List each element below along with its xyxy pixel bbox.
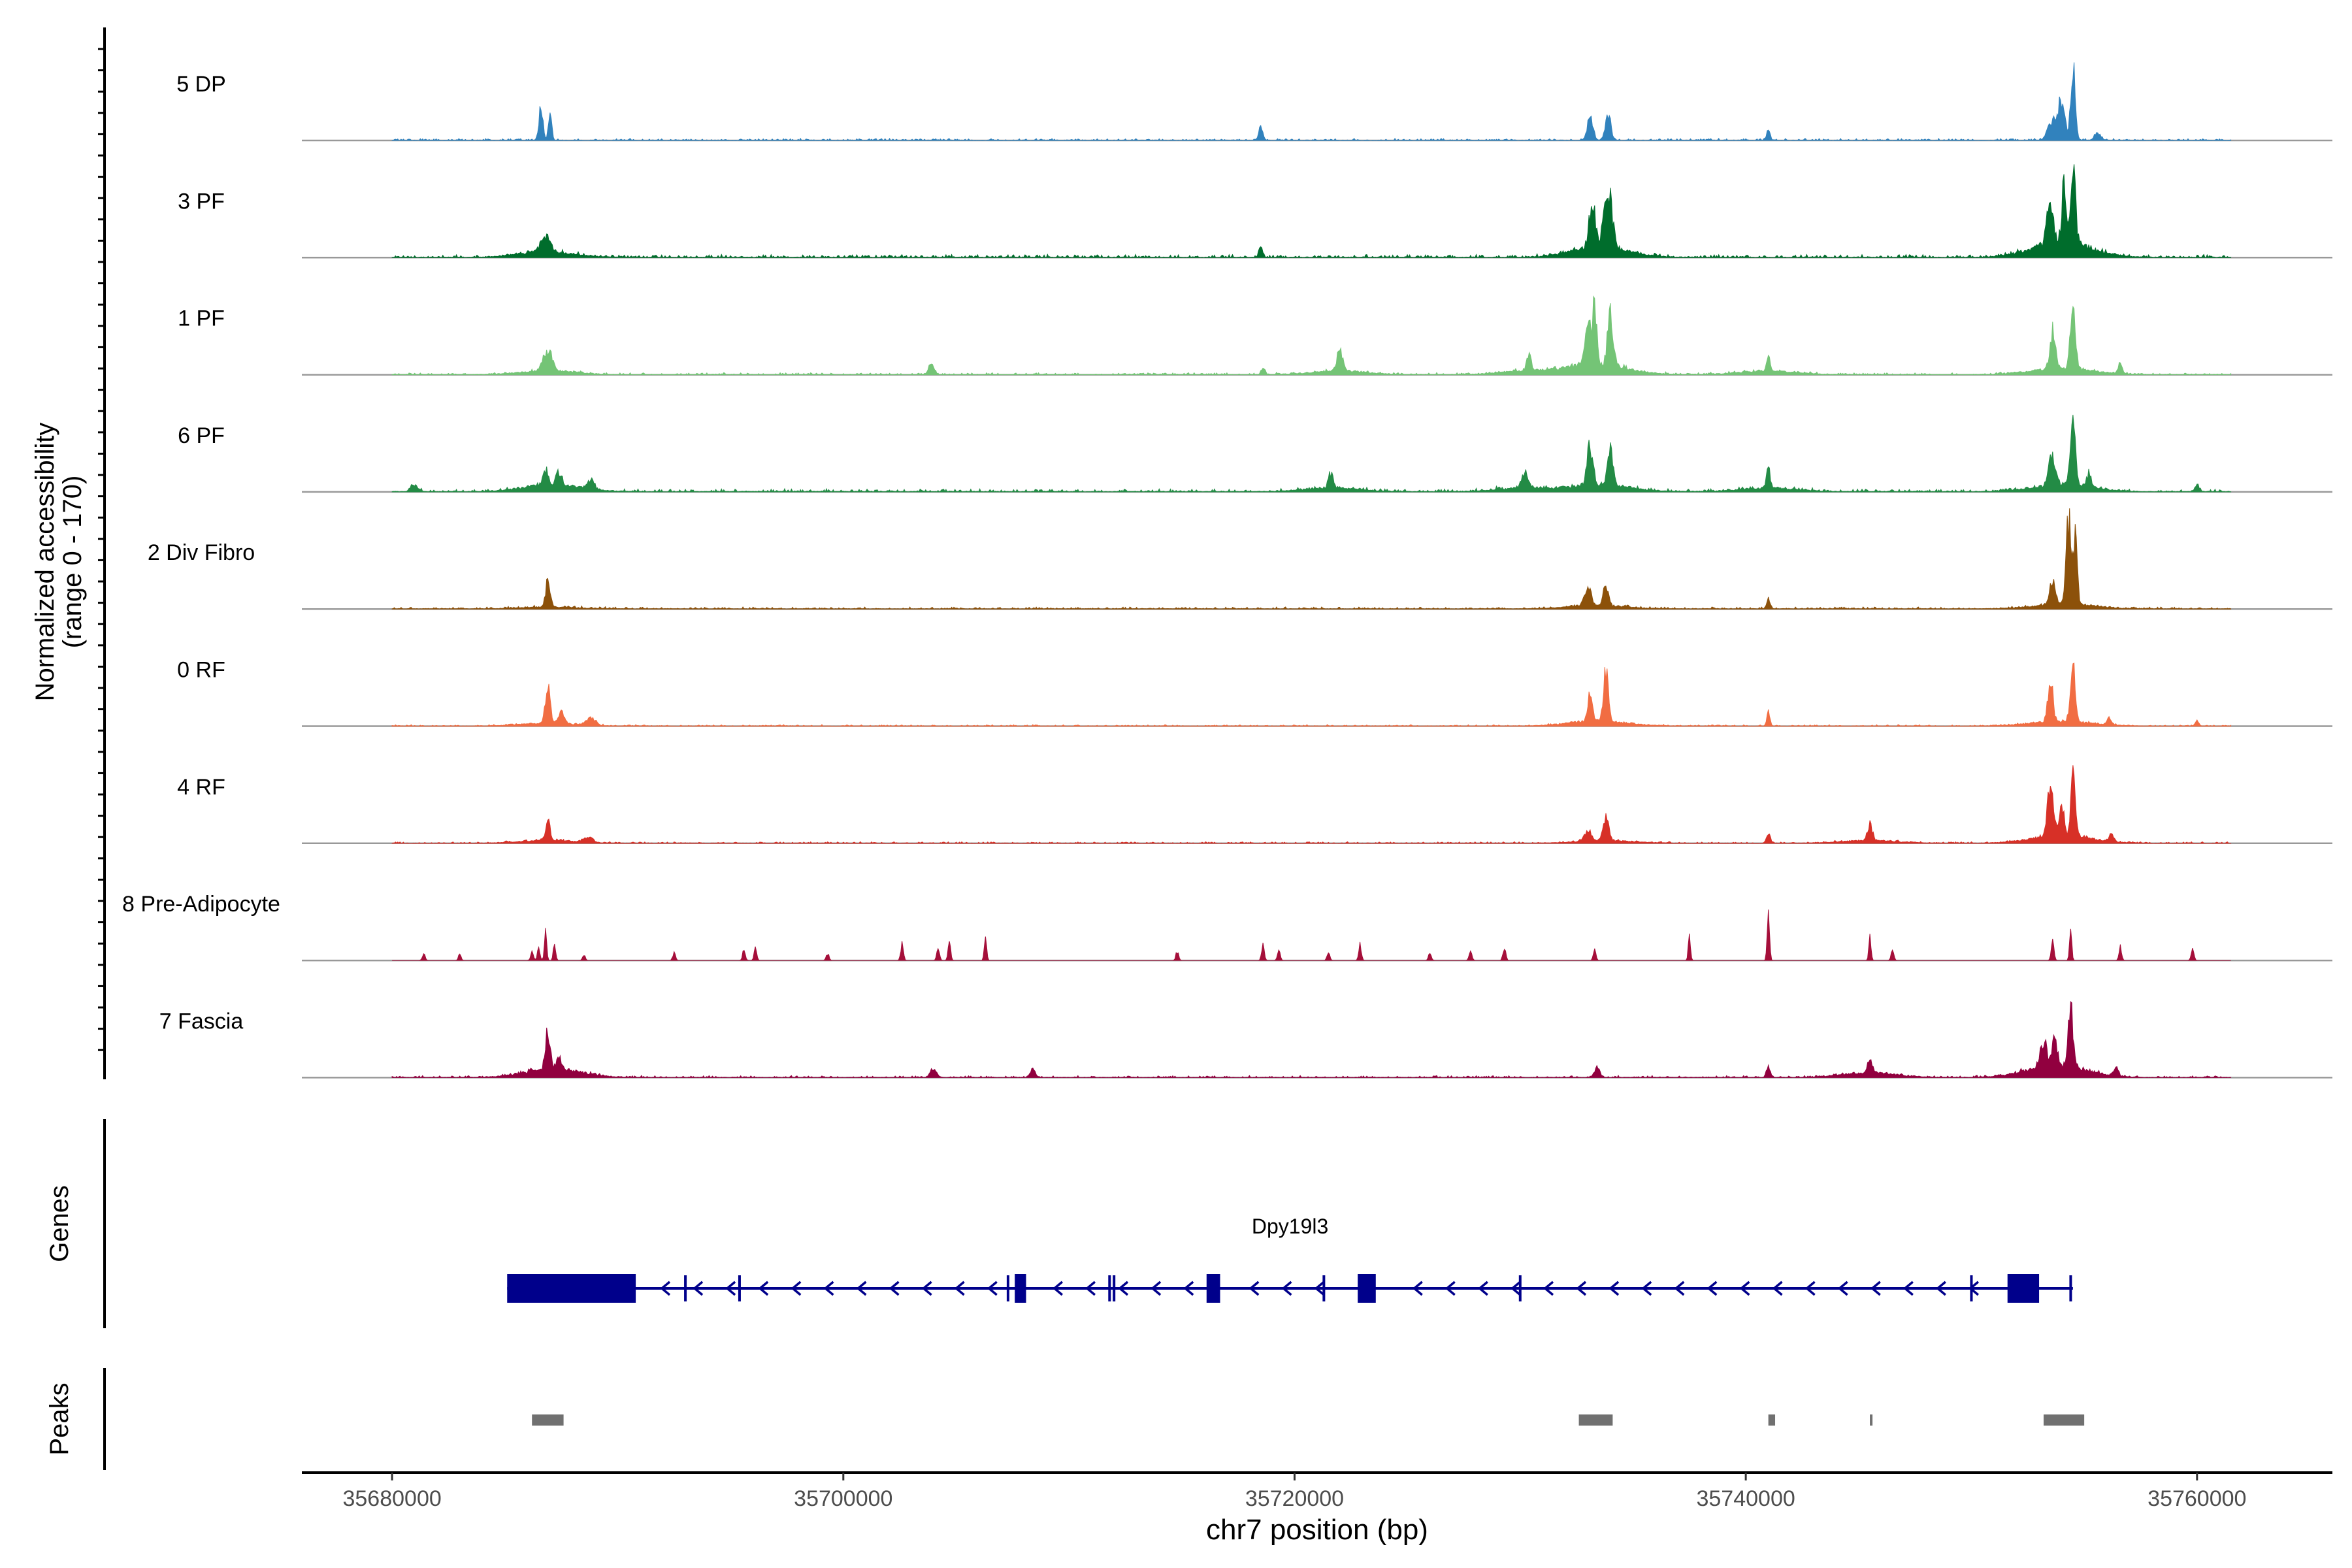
strand-arrow: [725, 1281, 736, 1296]
coverage-y-label: Normalized accessibility: [31, 423, 59, 702]
track-label: 1 PF: [178, 306, 225, 331]
strand-arrow: [1609, 1281, 1620, 1296]
coverage-track: 8 Pre-Adipocyte: [122, 892, 2332, 962]
gene-exon: [1358, 1274, 1376, 1303]
track-label: 8 Pre-Adipocyte: [122, 892, 280, 917]
strand-arrow: [1053, 1281, 1064, 1296]
x-tick-label: 35760000: [2148, 1486, 2246, 1511]
strand-arrow: [1249, 1281, 1260, 1296]
gene-exon: [1015, 1274, 1026, 1303]
x-axis: 35680000 35700000 35720000 35740000 35760000: [302, 1471, 2332, 1511]
x-tick-label: 35720000: [1245, 1486, 1344, 1511]
strand-arrow: [1314, 1281, 1325, 1296]
gene-exon: [2007, 1274, 2040, 1303]
strand-arrow: [1739, 1281, 1750, 1296]
track-label: 2 Div Fibro: [148, 540, 255, 565]
strand-arrow: [1118, 1281, 1129, 1296]
coverage-track: 7 Fascia: [159, 1001, 2332, 1079]
strand-arrow: [1576, 1281, 1587, 1296]
strand-arrow: [954, 1281, 965, 1296]
coverage-track: 3 PF: [178, 164, 2332, 259]
strand-arrow: [1707, 1281, 1718, 1296]
coverage-tracks: 5 DP 3 PF 1 PF 6 PF 2 Div Fibro 0 RF 4 RF 8 Pre…: [122, 62, 2332, 1079]
track-label: 5 DP: [176, 72, 226, 97]
peak-region: [1768, 1414, 1776, 1426]
strand-arrow: [693, 1281, 704, 1296]
peak-region: [2043, 1414, 2085, 1426]
coverage-y-axis: [98, 27, 106, 1079]
coverage-track: 0 RF: [177, 658, 2332, 727]
coverage-track: 2 Div Fibro: [148, 508, 2332, 610]
track-label: 4 RF: [177, 775, 225, 800]
strand-arrow: [889, 1281, 900, 1296]
strand-arrow: [856, 1281, 867, 1296]
strand-arrow: [1183, 1281, 1194, 1296]
gene-name-label: Dpy19l3: [1252, 1215, 1328, 1238]
strand-arrow: [921, 1281, 932, 1296]
track-label: 0 RF: [177, 658, 225, 683]
strand-arrow: [1903, 1281, 1914, 1296]
x-tick-label: 35700000: [794, 1486, 892, 1511]
coverage-track: 1 PF: [178, 295, 2332, 376]
strand-arrow: [823, 1281, 834, 1296]
strand-arrow: [1837, 1281, 1848, 1296]
genes-panel-label: Genes: [45, 1185, 74, 1262]
strand-arrow: [1772, 1281, 1783, 1296]
strand-arrow: [1805, 1281, 1816, 1296]
coverage-area: [391, 765, 2232, 844]
coverage-y-label-range: (range 0 - 170): [58, 476, 87, 649]
coverage-track: 5 DP: [176, 62, 2332, 142]
strand-arrow: [1674, 1281, 1685, 1296]
x-tick-label: 35680000: [342, 1486, 441, 1511]
strand-arrow: [1085, 1281, 1096, 1296]
strand-arrow: [1478, 1281, 1488, 1296]
coverage-area: [391, 164, 2232, 259]
gene-exon: [507, 1274, 636, 1303]
x-tick-label: 35740000: [1696, 1486, 1795, 1511]
strand-arrow: [758, 1281, 769, 1296]
coverage-area: [392, 909, 2231, 961]
coverage-area: [391, 662, 2232, 727]
strand-arrow: [1151, 1281, 1162, 1296]
peaks-panel-label: Peaks: [45, 1382, 74, 1455]
track-label: 6 PF: [178, 423, 225, 448]
strand-arrow: [791, 1281, 802, 1296]
peak-regions: [532, 1414, 2085, 1426]
strand-arrow: [987, 1281, 998, 1296]
coverage-area: [391, 62, 2232, 141]
coverage-track: 4 RF: [177, 765, 2332, 845]
coverage-area: [391, 1001, 2232, 1079]
track-label: 3 PF: [178, 189, 225, 214]
strand-arrow: [1936, 1281, 1946, 1296]
peak-region: [1870, 1414, 1873, 1426]
strand-arrow: [1412, 1281, 1423, 1296]
gene-exon: [1206, 1274, 1220, 1303]
peak-region: [532, 1414, 564, 1426]
strand-arrow: [1543, 1281, 1554, 1296]
coverage-area: [391, 508, 2232, 610]
coverage-area: [391, 414, 2232, 493]
peak-region: [1578, 1414, 1613, 1426]
gene-model: Dpy19l3: [507, 1215, 2073, 1303]
strand-arrow: [1445, 1281, 1456, 1296]
track-label: 7 Fascia: [159, 1009, 244, 1034]
strand-arrow: [1281, 1281, 1292, 1296]
x-axis-title: chr7 position (bp): [1206, 1514, 1428, 1546]
strand-arrow: [1641, 1281, 1652, 1296]
coverage-track: 6 PF: [178, 414, 2332, 493]
strand-arrow: [1511, 1281, 1522, 1296]
strand-arrow: [1870, 1281, 1881, 1296]
strand-arrow: [660, 1281, 671, 1296]
coverage-area: [391, 295, 2232, 376]
